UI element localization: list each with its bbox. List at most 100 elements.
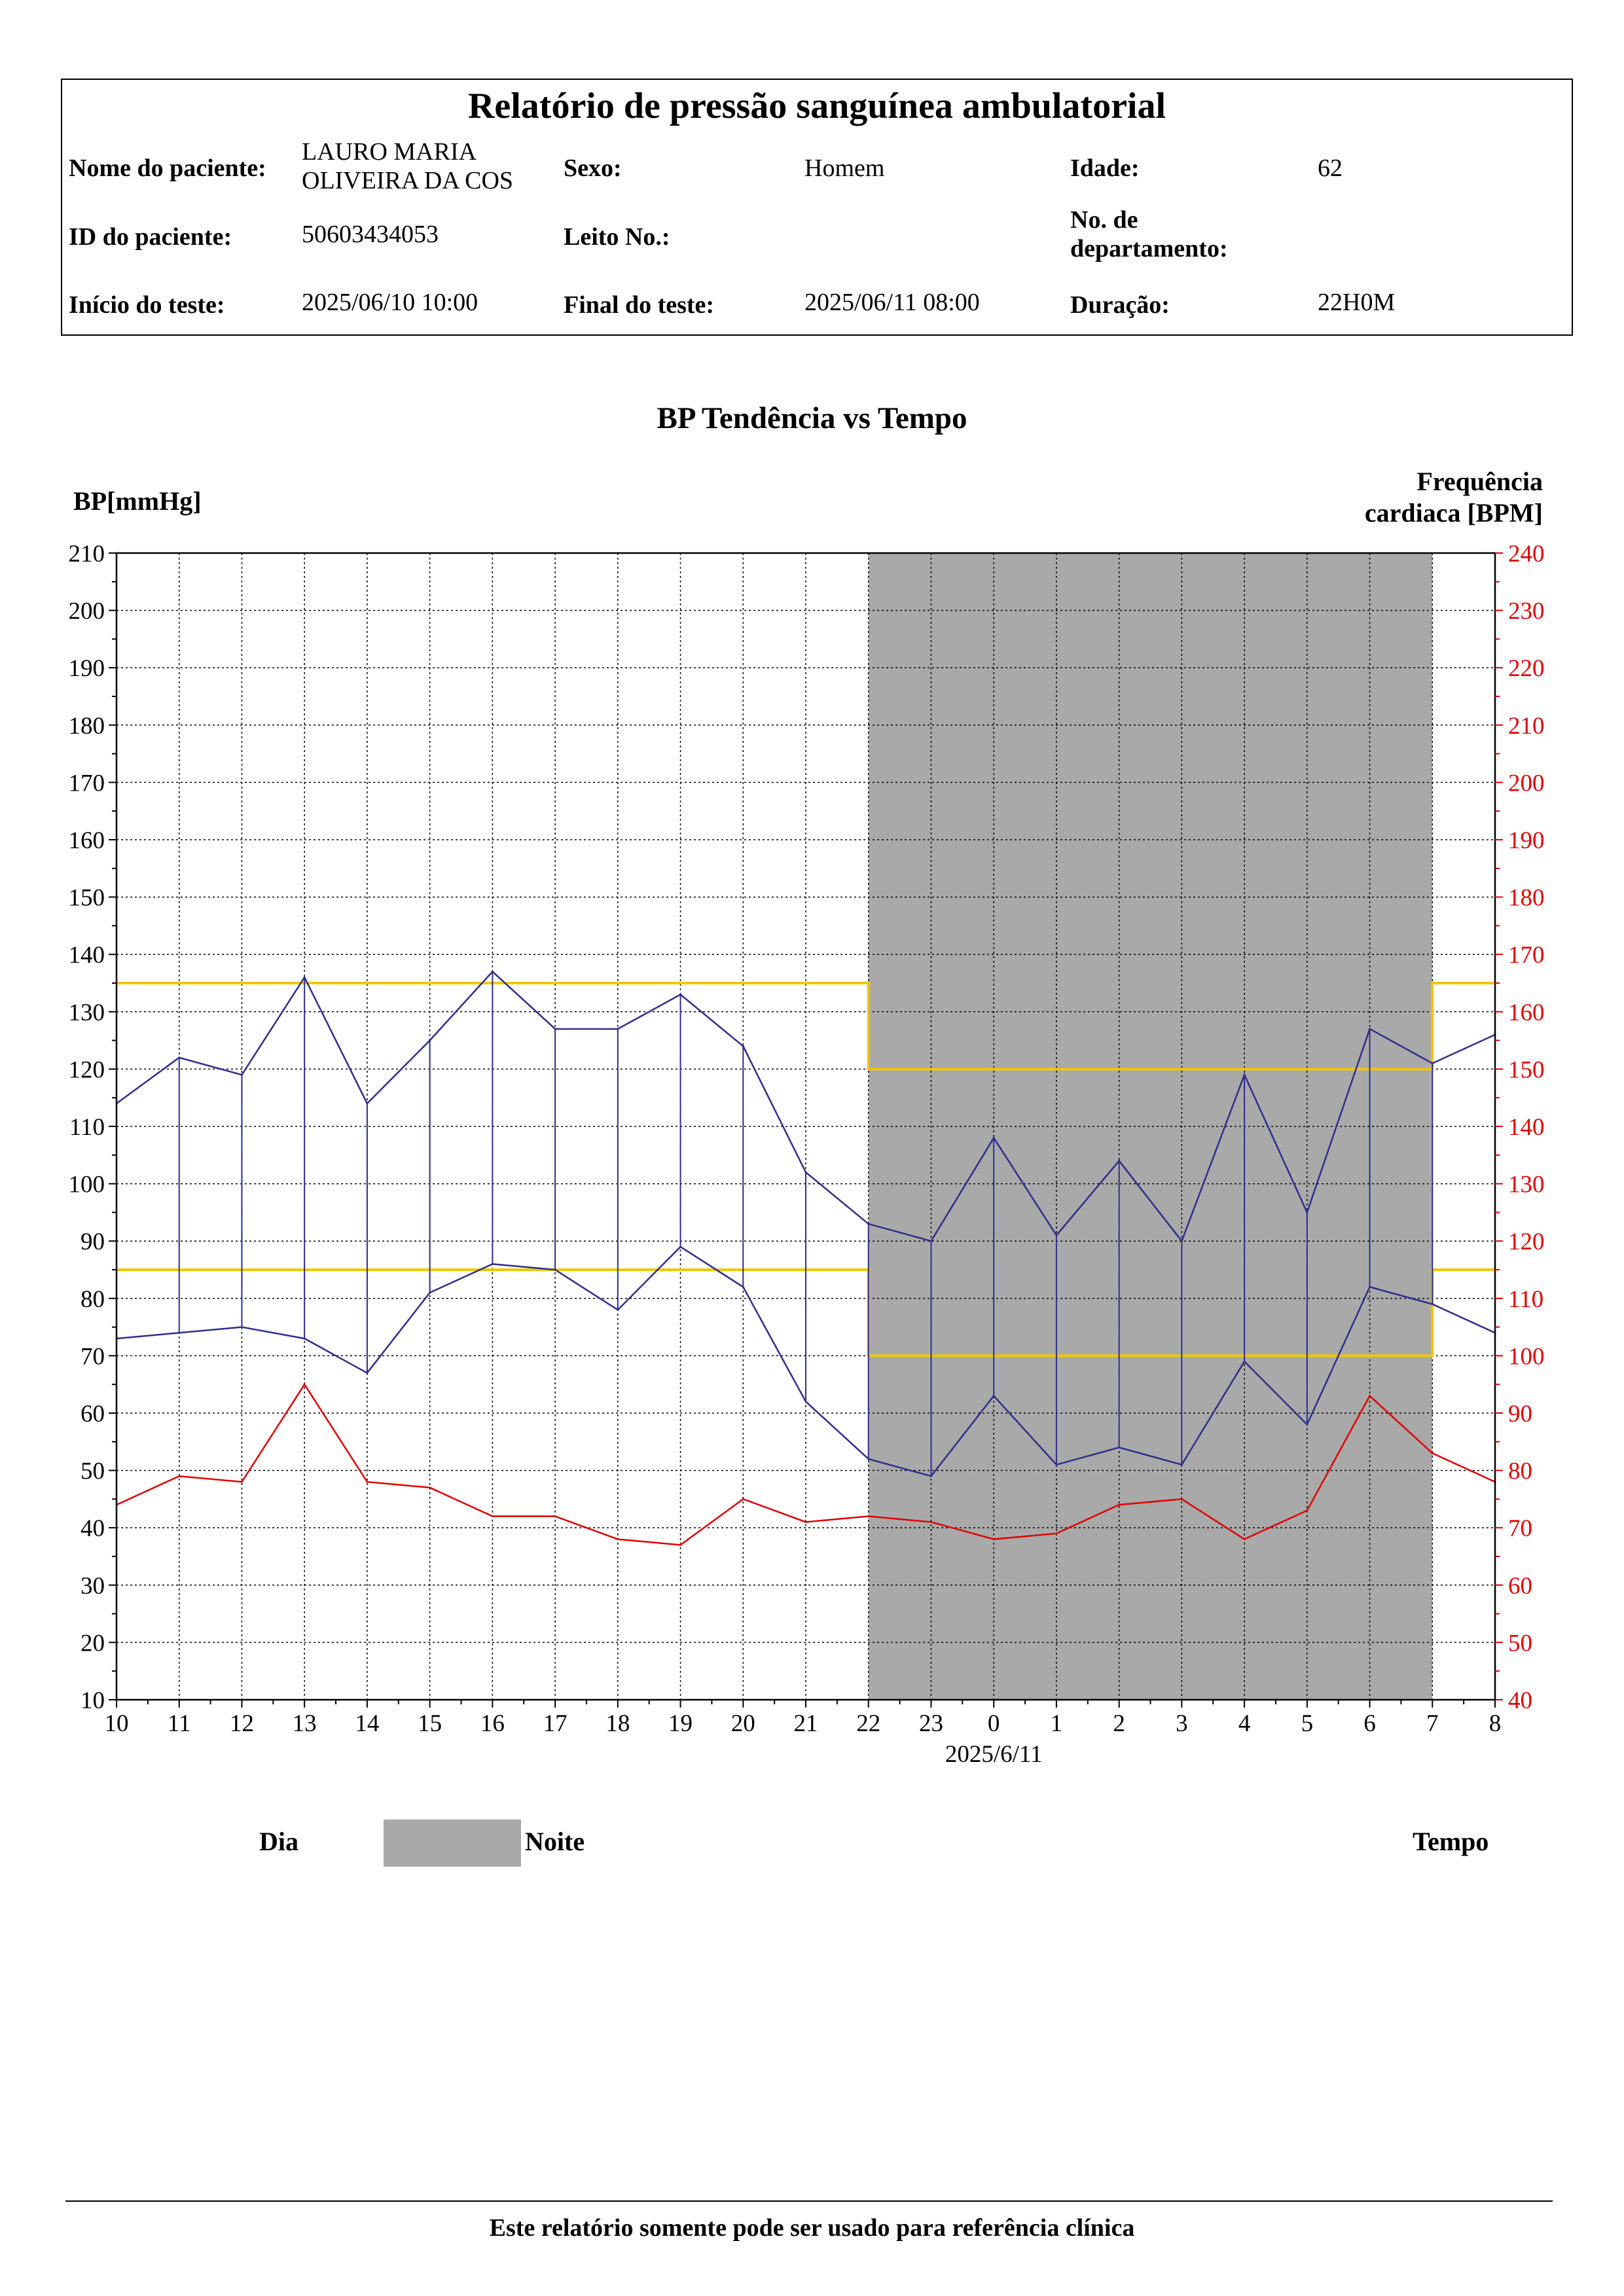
legend-day-label: Dia: [259, 1827, 298, 1856]
y-tick-label: 60: [81, 1401, 105, 1427]
heart-rate-line-point: [1243, 1538, 1246, 1541]
patient-name-label: Nome do paciente:: [69, 154, 266, 182]
bp-trend-chart: 1020304050607080901001101201301401501601…: [69, 541, 1545, 1768]
diastolic-line-point: [867, 1458, 870, 1460]
legend-time-label: Tempo: [1413, 1827, 1489, 1856]
duration-label: Duração:: [1070, 291, 1170, 319]
y2-tick-label: 240: [1508, 541, 1545, 567]
report-title: Relatório de pressão sanguínea ambulator…: [467, 86, 1166, 126]
systolic-line-point: [429, 1039, 431, 1042]
diastolic-line-point: [992, 1395, 995, 1397]
systolic-line-point: [929, 1240, 932, 1242]
heart-rate-line-point: [178, 1475, 181, 1477]
patient-name: LAURO MARIA OLIVEIRA DA COS: [302, 138, 514, 194]
y-tick-label: 140: [69, 942, 105, 969]
systolic-threshold-line: [117, 982, 1495, 1071]
heart-rate-line-point: [804, 1520, 807, 1523]
x-tick-label: 18: [605, 1710, 630, 1737]
y2-tick-label: 130: [1508, 1172, 1545, 1198]
systolic-line-point: [867, 1223, 870, 1225]
x-tick-label: 5: [1301, 1710, 1314, 1737]
systolic-line-point: [491, 970, 494, 973]
y2-tick-label: 100: [1508, 1343, 1545, 1370]
y2-tick-label: 190: [1508, 827, 1545, 854]
start-value: 2025/06/10 10:00: [302, 289, 478, 316]
x-tick-label: 12: [230, 1710, 254, 1737]
x-tick-label: 22: [856, 1710, 880, 1737]
heart-rate-line-point: [240, 1480, 243, 1483]
x-tick-label: 23: [919, 1710, 943, 1737]
diastolic-line-point: [1431, 1303, 1434, 1306]
diastolic-line-point: [679, 1246, 682, 1248]
y-tick-label: 20: [81, 1630, 105, 1657]
duration-value: 22H0M: [1318, 289, 1396, 316]
diastolic-line-point: [742, 1285, 744, 1288]
x-tick-label: 21: [794, 1710, 818, 1737]
x-tick-label: 20: [731, 1710, 755, 1737]
x-tick-label: 4: [1238, 1710, 1251, 1737]
sex-value: Homem: [804, 154, 885, 182]
x-tick-label: 7: [1426, 1710, 1439, 1737]
y2-tick-label: 230: [1508, 598, 1545, 625]
diastolic-line-point: [1306, 1424, 1308, 1426]
systolic-line-point: [240, 1073, 243, 1076]
heart-rate-line-point: [867, 1515, 870, 1518]
y2-tick-label: 210: [1508, 713, 1545, 740]
y2-tick-label: 180: [1508, 885, 1545, 912]
sex-label: Sexo:: [564, 154, 622, 182]
heart-rate-line-point: [992, 1538, 995, 1541]
y2-tick-label: 140: [1508, 1114, 1545, 1141]
end-value: 2025/06/11 08:00: [804, 289, 980, 316]
diastolic-line-point: [1180, 1463, 1183, 1466]
systolic-line-point: [554, 1028, 556, 1030]
systolic-line-point: [1306, 1211, 1308, 1213]
heart-rate-line-point: [429, 1486, 431, 1489]
x-tick-label: 17: [543, 1710, 568, 1737]
x-tick-label: 2: [1113, 1710, 1125, 1737]
chart-title: BP Tendência vs Tempo: [657, 401, 967, 435]
y-tick-label: 10: [81, 1687, 105, 1714]
diastolic-line-point: [1369, 1285, 1371, 1288]
heart-rate-line-point: [554, 1515, 556, 1518]
heart-rate-line-point: [1118, 1503, 1121, 1506]
y-tick-label: 130: [69, 999, 105, 1026]
y2-tick-label: 150: [1508, 1056, 1545, 1083]
x-tick-label: 13: [293, 1710, 317, 1737]
systolic-line-point: [617, 1028, 619, 1030]
y2-tick-label: 160: [1508, 999, 1545, 1026]
y-tick-label: 110: [69, 1114, 105, 1141]
y2-tick-label: 80: [1508, 1458, 1532, 1485]
x-tick-label: 6: [1363, 1710, 1376, 1737]
y2-tick-label: 60: [1508, 1573, 1532, 1600]
systolic-line-point: [1369, 1028, 1371, 1030]
diastolic-line-point: [929, 1475, 932, 1477]
diastolic-line-point: [1055, 1463, 1058, 1466]
y-tick-label: 90: [81, 1229, 105, 1255]
heart-rate-line-point: [617, 1538, 619, 1541]
footer-divider: [65, 2200, 1553, 2202]
y2-axis-title: Frequência cardiaca [BPM]: [1364, 467, 1543, 528]
y2-tick-label: 40: [1508, 1687, 1532, 1714]
heart-rate-line-point: [1306, 1509, 1308, 1512]
legend-night-swatch: [384, 1820, 521, 1867]
bed-label: Leito No.:: [564, 223, 670, 251]
y-tick-label: 180: [69, 713, 105, 740]
systolic-line-point: [679, 994, 682, 996]
y-axis-title: BP[mmHg]: [73, 486, 202, 516]
diastolic-line-point: [804, 1400, 807, 1403]
heart-rate-line-point: [491, 1515, 494, 1518]
night-period-band: [868, 553, 1433, 1700]
y2-tick-label: 90: [1508, 1401, 1532, 1427]
age-label: Idade:: [1070, 154, 1140, 182]
start-label: Início do teste:: [69, 291, 225, 319]
heart-rate-line-point: [1431, 1452, 1434, 1454]
systolic-line-point: [804, 1171, 807, 1174]
y-tick-label: 70: [81, 1343, 105, 1370]
y-tick-label: 160: [69, 827, 105, 854]
footer-text: Este relatório somente pode ser usado pa…: [489, 2214, 1135, 2242]
patient-id: 50603434053: [302, 221, 439, 248]
report-header: Relatório de pressão sanguínea ambulator…: [61, 79, 1573, 336]
y-tick-label: 120: [69, 1056, 105, 1083]
y-tick-label: 30: [81, 1573, 105, 1600]
x-tick-label: 15: [418, 1710, 442, 1737]
